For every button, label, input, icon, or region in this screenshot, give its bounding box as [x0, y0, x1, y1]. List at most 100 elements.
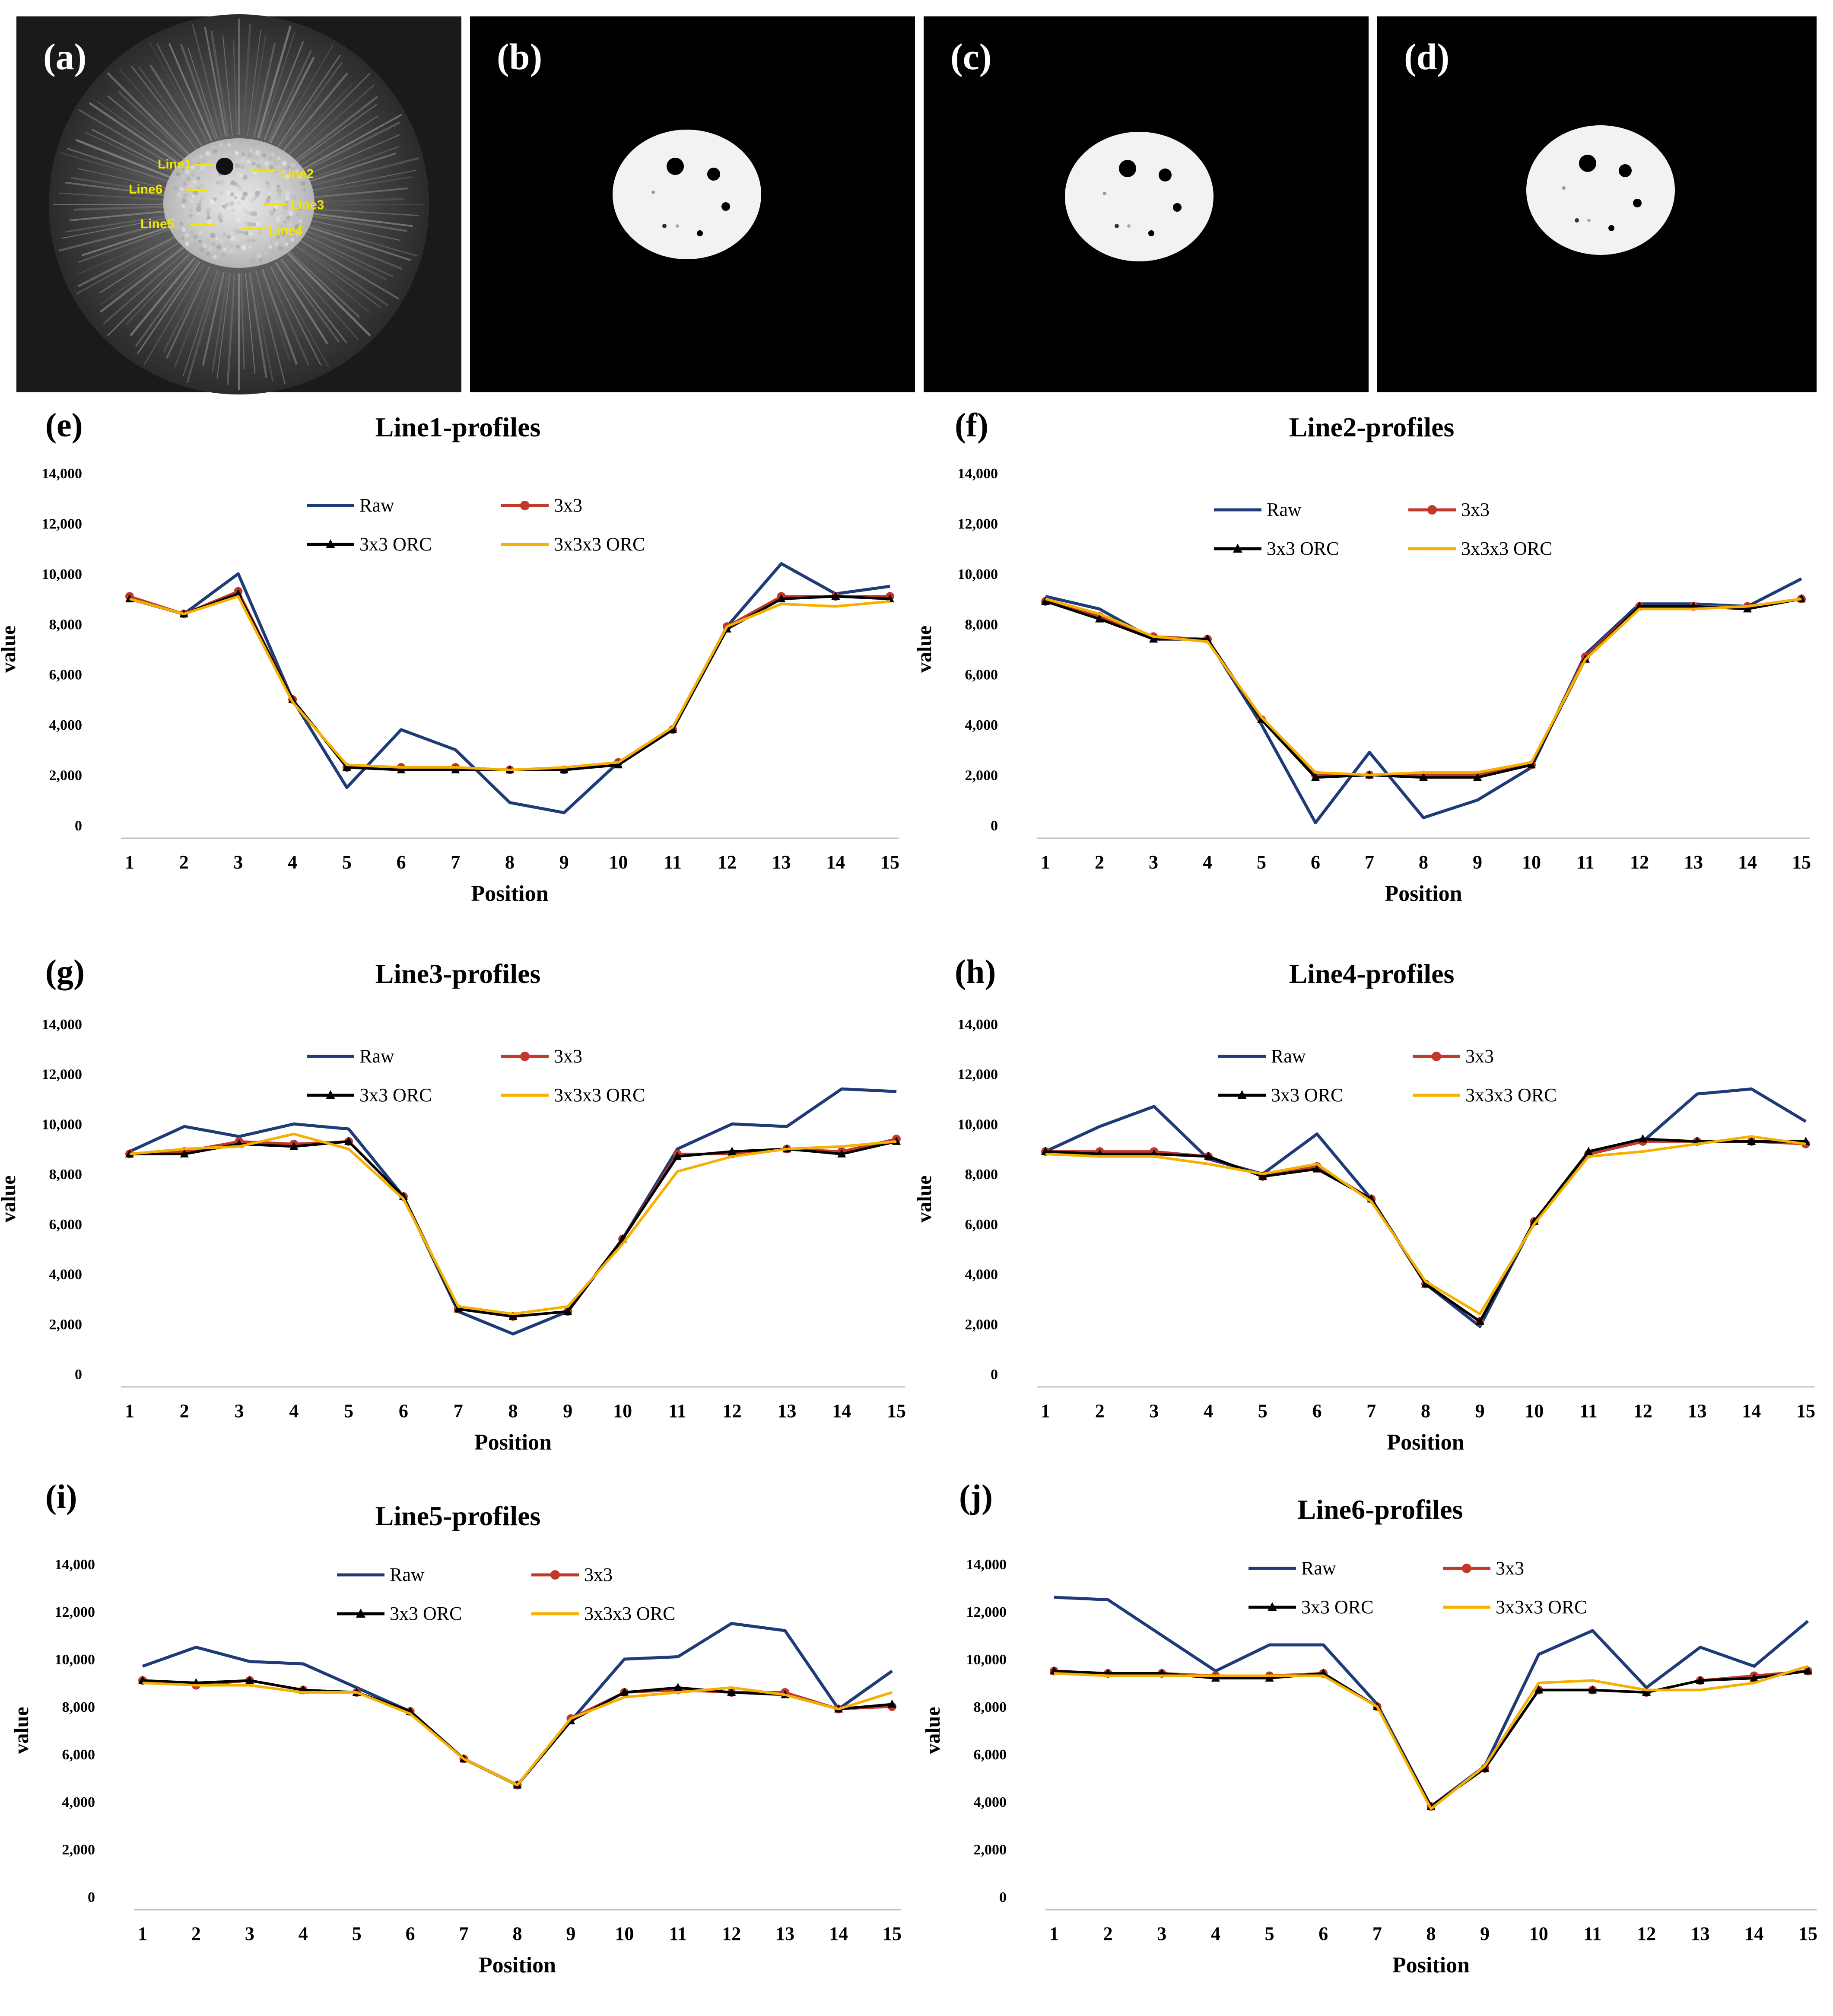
noise-speck — [219, 143, 223, 148]
x-tick-label: 6 — [399, 1400, 408, 1421]
x-tick-label: 13 — [772, 852, 791, 873]
legend-label: 3x3x3 ORC — [554, 534, 645, 555]
noise-speck — [269, 210, 275, 216]
noise-speck — [229, 249, 233, 254]
noise-speck — [235, 157, 239, 161]
y-axis-label: value — [921, 1707, 944, 1754]
legend-entry: 3x3 ORC — [307, 534, 432, 555]
data-point — [1527, 760, 1536, 769]
streak-line — [295, 242, 389, 307]
noise-speck — [211, 242, 216, 247]
noise-speck — [185, 242, 190, 246]
noise-speck — [248, 245, 252, 249]
hole-large — [216, 158, 233, 175]
streak-line — [137, 261, 201, 354]
hole-tiny — [1115, 224, 1119, 228]
legend-label: 3x3 — [554, 495, 582, 516]
noise-speck — [181, 167, 184, 171]
streak-line — [69, 210, 170, 222]
y-tick-label: 12,000 — [42, 516, 83, 532]
noise-speck — [240, 231, 244, 235]
data-point — [1638, 1134, 1647, 1143]
noise-speck — [196, 207, 201, 212]
noise-speck — [199, 154, 203, 158]
streak-line — [58, 192, 170, 201]
x-axis-label: Position — [474, 1430, 552, 1455]
legend-entry: 3x3 — [1413, 1046, 1494, 1067]
series-line — [1045, 1138, 1806, 1323]
y-tick-label: 0 — [75, 1367, 82, 1383]
noise-speck — [256, 253, 262, 258]
noise-speck — [271, 152, 276, 157]
noise-speck — [297, 206, 302, 211]
x-tick-label: 4 — [1211, 1923, 1220, 1944]
streak-line — [289, 251, 360, 318]
x-tick-label: 2 — [179, 852, 189, 873]
streak-line — [99, 246, 185, 313]
hole-large — [667, 158, 684, 175]
noise-speck — [252, 162, 256, 165]
data-point — [1534, 1685, 1543, 1694]
streak-line — [294, 104, 377, 164]
noise-speck — [190, 172, 195, 177]
noise-speck — [191, 194, 195, 198]
legend-label: 3x3x3 ORC — [584, 1603, 675, 1624]
streak-line — [287, 252, 371, 337]
legend-label: 3x3x3 ORC — [1465, 1084, 1557, 1106]
x-tick-label: 15 — [1792, 852, 1811, 873]
legend-label: 3x3x3 ORC — [1496, 1596, 1587, 1618]
x-tick-label: 13 — [1684, 852, 1703, 873]
noise-speck — [231, 208, 235, 212]
data-point — [1475, 1316, 1484, 1325]
noise-speck — [203, 243, 207, 248]
noise-speck — [181, 204, 185, 208]
data-point — [1258, 1171, 1267, 1180]
noise-speck — [197, 203, 202, 207]
noise-speck — [281, 210, 286, 214]
y-tick-label: 14,000 — [42, 466, 83, 482]
noise-speck — [200, 183, 203, 187]
noise-speck — [300, 227, 304, 231]
noise-speck — [277, 197, 281, 201]
streak-line — [107, 253, 191, 337]
noise-speck — [176, 229, 181, 235]
hole-faint — [651, 191, 655, 194]
streak-line — [279, 62, 343, 149]
streak-line — [89, 102, 182, 167]
hole-faint — [1103, 192, 1106, 195]
y-tick-label: 0 — [991, 1367, 998, 1383]
noise-speck — [248, 231, 254, 236]
noise-speck — [294, 224, 300, 230]
x-tick-label: 11 — [1576, 852, 1595, 873]
panel-tag-b: (b) — [497, 36, 542, 77]
noise-speck — [252, 239, 256, 243]
x-tick-label: 3 — [245, 1923, 254, 1944]
noise-speck — [292, 177, 298, 182]
streak-line — [182, 270, 218, 376]
data-point — [1642, 1688, 1651, 1696]
streak-line — [267, 50, 312, 143]
noise-speck — [244, 231, 249, 235]
legend: Raw 3x3 3x3 ORC 3x3x3 ORC — [1218, 1046, 1557, 1106]
legend-marker — [356, 1609, 365, 1618]
noise-speck — [277, 156, 281, 160]
noise-speck — [197, 176, 200, 180]
y-tick-label: 0 — [991, 818, 998, 834]
legend-label: 3x3x3 ORC — [1461, 538, 1552, 559]
streak-line — [260, 32, 295, 139]
data-point — [559, 765, 569, 773]
x-tick-label: 14 — [829, 1923, 848, 1944]
hole-faint — [1127, 224, 1131, 228]
streak-line — [77, 168, 172, 190]
noise-speck — [219, 219, 223, 223]
noise-speck — [283, 205, 288, 210]
chart-title: Line2-profiles — [1289, 412, 1455, 442]
y-tick-label: 14,000 — [958, 1017, 998, 1033]
streak-line — [300, 121, 400, 174]
streak-line — [216, 273, 231, 378]
data-point — [1747, 1136, 1756, 1145]
noise-speck — [302, 188, 307, 193]
y-tick-label: 14,000 — [966, 1557, 1007, 1573]
noise-speck — [286, 227, 289, 231]
